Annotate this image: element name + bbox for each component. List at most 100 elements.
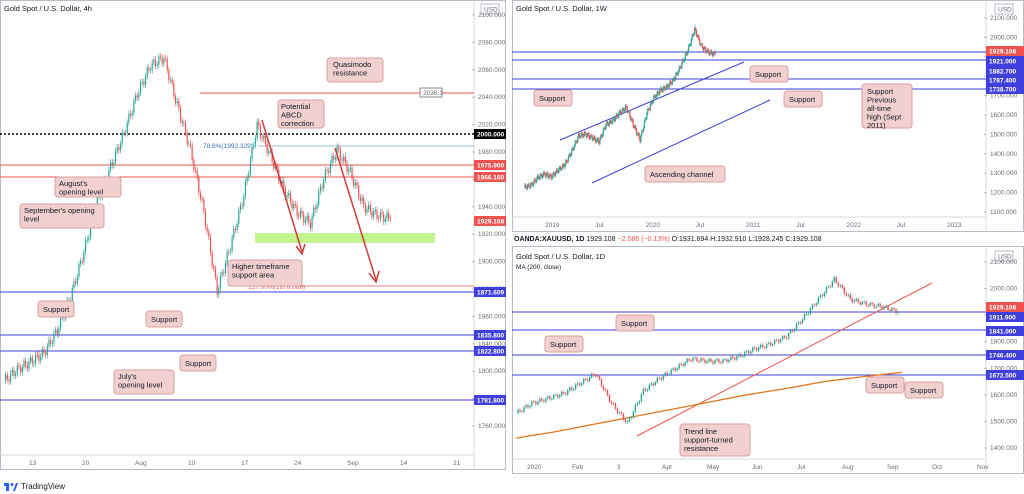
4h-candle [58, 328, 60, 335]
4h-candle [169, 79, 172, 81]
callout-ascending-channel: Ascending channel [644, 165, 726, 183]
daily-candle [746, 351, 748, 352]
weekly-candle [694, 27, 696, 34]
weekly-candle [531, 183, 533, 185]
daily-candle [714, 360, 716, 364]
weekly-candle [642, 131, 644, 132]
weekly-candle [606, 121, 608, 125]
daily-candle [847, 294, 849, 296]
weekly-candle [570, 154, 572, 156]
daily-candle [732, 356, 734, 358]
y-tick: 1600.000 [990, 392, 1017, 399]
weekly-candle [596, 138, 598, 141]
fib-label: 78.6%(1992.329) [203, 143, 253, 150]
daily-candle [841, 285, 843, 288]
weekly-candle [572, 148, 574, 150]
weekly-candle [599, 138, 601, 144]
4h-candle [244, 181, 247, 197]
4h-candle [15, 374, 17, 376]
weekly-candle [600, 135, 602, 139]
chart-title: Gold Spot / U.S. Dollar, 1W [516, 4, 608, 13]
4h-candle [63, 316, 65, 319]
4h-candle [154, 59, 157, 67]
weekly-candle [658, 92, 660, 95]
4h-candle [30, 357, 32, 362]
weekly-candle [691, 35, 693, 40]
weekly-candle [650, 101, 652, 105]
daily-candle [801, 319, 804, 324]
weekly-candle [541, 174, 543, 178]
daily-candle [521, 411, 523, 413]
daily-candle [722, 359, 724, 363]
4h-candle [258, 121, 260, 127]
weekly-candle [581, 133, 583, 135]
4h-candle [349, 167, 351, 170]
weekly-candle [627, 111, 629, 113]
4h-candle [124, 132, 127, 134]
chart-panel-4h[interactable]: Gold Spot / U.S. Dollar, 4h USD 2100.000… [0, 0, 506, 470]
4h-candle [134, 95, 137, 101]
tradingview-brand[interactable]: TradingView [4, 482, 65, 491]
daily-candle [756, 348, 758, 351]
weekly-candle [536, 177, 538, 182]
4h-candle [16, 365, 18, 375]
abcd-arrow-2-head [368, 270, 380, 284]
daily-candle [610, 401, 613, 404]
daily-candle [831, 281, 834, 287]
daily-candle [730, 356, 732, 361]
weekly-candle [595, 140, 598, 143]
4h-candle [331, 155, 333, 164]
chart-daily-svg[interactable]: Gold Spot / U.S. Dollar, 1D MA (200, clo… [512, 246, 1024, 474]
4h-candle [389, 218, 391, 220]
weekly-candle [628, 111, 630, 113]
daily-candle [561, 391, 563, 396]
daily-candle [658, 377, 660, 379]
daily-candle [620, 412, 623, 414]
daily-candle [656, 377, 658, 383]
4h-candle [376, 210, 378, 219]
daily-candle [799, 322, 802, 324]
weekly-candle [639, 138, 641, 142]
4h-candle [31, 357, 33, 364]
daily-candle [769, 342, 772, 346]
daily-candle [758, 347, 760, 351]
4h-candle [10, 372, 12, 382]
4h-candle [259, 126, 262, 138]
daily-candle [652, 383, 654, 386]
daily-candle [873, 304, 875, 308]
4h-candle [289, 193, 292, 202]
4h-candle [268, 151, 270, 154]
weekly-candle [630, 116, 632, 121]
badge-1966: 1966.160 [477, 175, 504, 182]
weekly-candle [712, 52, 715, 56]
weekly-candle [651, 101, 653, 103]
x-tick: Feb [572, 464, 584, 471]
daily-candle [630, 417, 633, 419]
weekly-candle [568, 154, 570, 157]
weekly-candle [616, 114, 618, 116]
daily-candle [670, 369, 672, 375]
4h-candle [218, 288, 220, 295]
4h-candle [299, 210, 302, 217]
callout-abcd: Potential ABCD correction [277, 99, 325, 129]
weekly-candle [605, 124, 607, 129]
chart-panel-weekly[interactable]: Gold Spot / U.S. Dollar, 1W USD 2100.000… [512, 0, 1024, 232]
daily-candle [851, 298, 853, 303]
chart-panel-daily[interactable]: Gold Spot / U.S. Dollar, 1D MA (200, clo… [512, 246, 1024, 474]
weekly-candle [618, 113, 620, 118]
4h-candle [131, 112, 133, 116]
weekly-candle [525, 184, 527, 188]
daily-candle [797, 322, 800, 324]
daily-candle [648, 384, 651, 390]
weekly-candle [653, 96, 655, 102]
weekly-candle [601, 134, 604, 137]
daily-candle [636, 403, 639, 405]
daily-candle [837, 282, 840, 287]
daily-candle [588, 377, 591, 381]
chart-4h-svg[interactable]: Gold Spot / U.S. Dollar, 4h USD 2100.000… [0, 0, 506, 470]
4h-candle [254, 137, 257, 146]
chart-weekly-svg[interactable]: Gold Spot / U.S. Dollar, 1W USD 2100.000… [512, 0, 1024, 232]
y-tick: 1980.000 [478, 149, 505, 156]
candles-weekly [524, 26, 716, 191]
weekly-candle [554, 173, 556, 176]
